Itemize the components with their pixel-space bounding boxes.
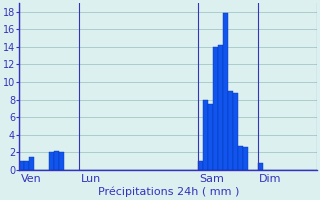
Bar [54, 151, 59, 170]
Bar [243, 147, 248, 170]
Text: Lun: Lun [80, 174, 100, 184]
Text: Dim: Dim [259, 174, 282, 184]
Bar [198, 161, 203, 170]
Bar [218, 45, 223, 170]
Bar [19, 161, 24, 170]
Bar [233, 93, 238, 170]
Text: Ven: Ven [21, 174, 42, 184]
Bar [59, 152, 64, 170]
X-axis label: Précipitations 24h ( mm ): Précipitations 24h ( mm ) [98, 187, 239, 197]
Bar [258, 163, 263, 170]
Bar [213, 47, 218, 170]
Bar [49, 152, 54, 170]
Bar [208, 104, 213, 170]
Text: Sam: Sam [200, 174, 224, 184]
Bar [203, 100, 208, 170]
Bar [223, 13, 228, 170]
Bar [29, 157, 34, 170]
Bar [228, 91, 233, 170]
Bar [238, 146, 243, 170]
Bar [24, 161, 29, 170]
